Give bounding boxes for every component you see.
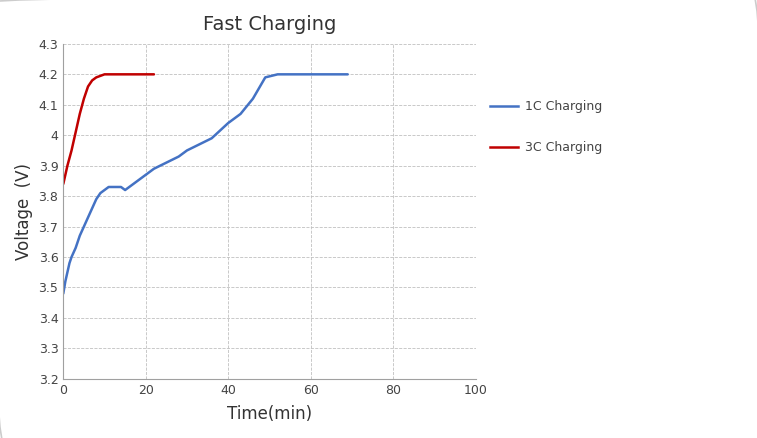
X-axis label: Time(min): Time(min) — [227, 405, 312, 423]
Legend: 1C Charging, 3C Charging: 1C Charging, 3C Charging — [490, 100, 603, 154]
Title: Fast Charging: Fast Charging — [203, 15, 336, 34]
Y-axis label: Voltage  (V): Voltage (V) — [15, 163, 33, 260]
